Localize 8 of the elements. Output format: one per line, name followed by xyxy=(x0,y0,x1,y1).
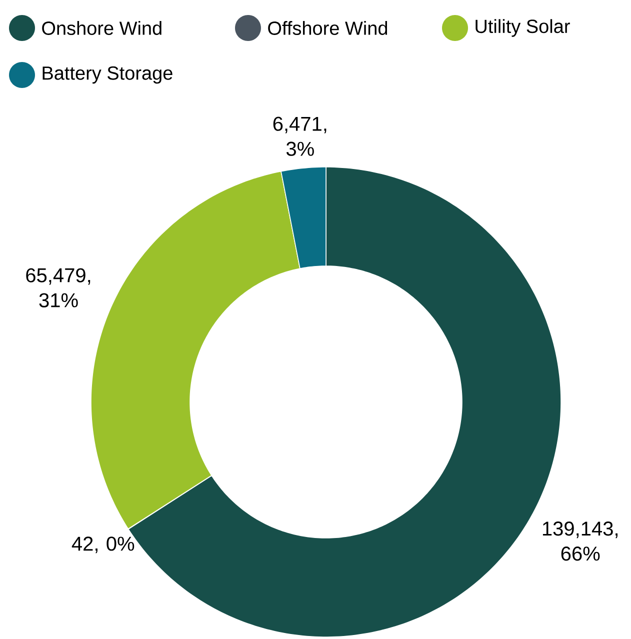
data-label: 42, 0% xyxy=(72,536,134,554)
legend-label: Utility Solar xyxy=(476,19,570,37)
data-label: 139,143, 66% xyxy=(542,522,618,561)
legend-label: Onshore Wind xyxy=(42,21,162,35)
legend-label: Offshore Wind xyxy=(268,21,388,35)
data-label: 65,479, 31% xyxy=(26,268,90,308)
data-label: 6,471, 3% xyxy=(273,116,326,156)
legend-label: Battery Storage xyxy=(42,66,172,84)
